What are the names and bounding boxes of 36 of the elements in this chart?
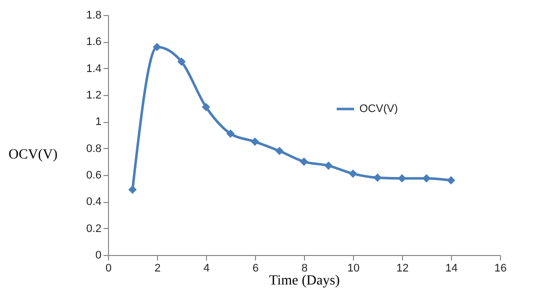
x-axis-title: Time (Days): [269, 274, 340, 288]
y-tick-label: 0.2: [86, 222, 102, 235]
y-tick-label: 0.8: [86, 142, 102, 155]
y-tick-label: 1.8: [86, 10, 102, 22]
x-tick-label: 16: [494, 262, 507, 274]
y-axis-title: OCV(V): [8, 148, 58, 163]
x-tick-label: 2: [154, 262, 161, 274]
x-tick-label: 14: [445, 262, 458, 274]
x-tick-label: 6: [252, 262, 259, 274]
y-tick-label: 1.2: [86, 90, 102, 102]
y-tick-label: 0.6: [86, 170, 102, 182]
x-tick-label: 0: [105, 262, 112, 274]
x-tick-label: 12: [396, 262, 409, 274]
point: [152, 42, 162, 52]
point: [226, 129, 235, 138]
x-tick-label: 10: [347, 262, 360, 274]
legend-label: OCV(V): [359, 103, 398, 115]
point: [398, 174, 406, 183]
x-tick-label: 4: [203, 262, 210, 274]
point: [446, 176, 456, 185]
point: [324, 161, 333, 170]
point: [202, 102, 210, 112]
point: [373, 173, 382, 182]
point: [275, 146, 284, 156]
y-tick-label: 0.4: [86, 196, 102, 208]
y-tick-label: 1: [95, 116, 102, 128]
point: [422, 174, 431, 183]
y-tick-label: 1.6: [86, 36, 102, 48]
point: [348, 169, 358, 178]
point: [128, 185, 137, 194]
point: [250, 137, 260, 146]
point: [177, 57, 186, 66]
y-tick-label: 0: [95, 250, 102, 262]
point: [300, 157, 308, 166]
x-tick-label: 8: [301, 262, 308, 274]
y-tick-label: 1.4: [86, 62, 102, 75]
